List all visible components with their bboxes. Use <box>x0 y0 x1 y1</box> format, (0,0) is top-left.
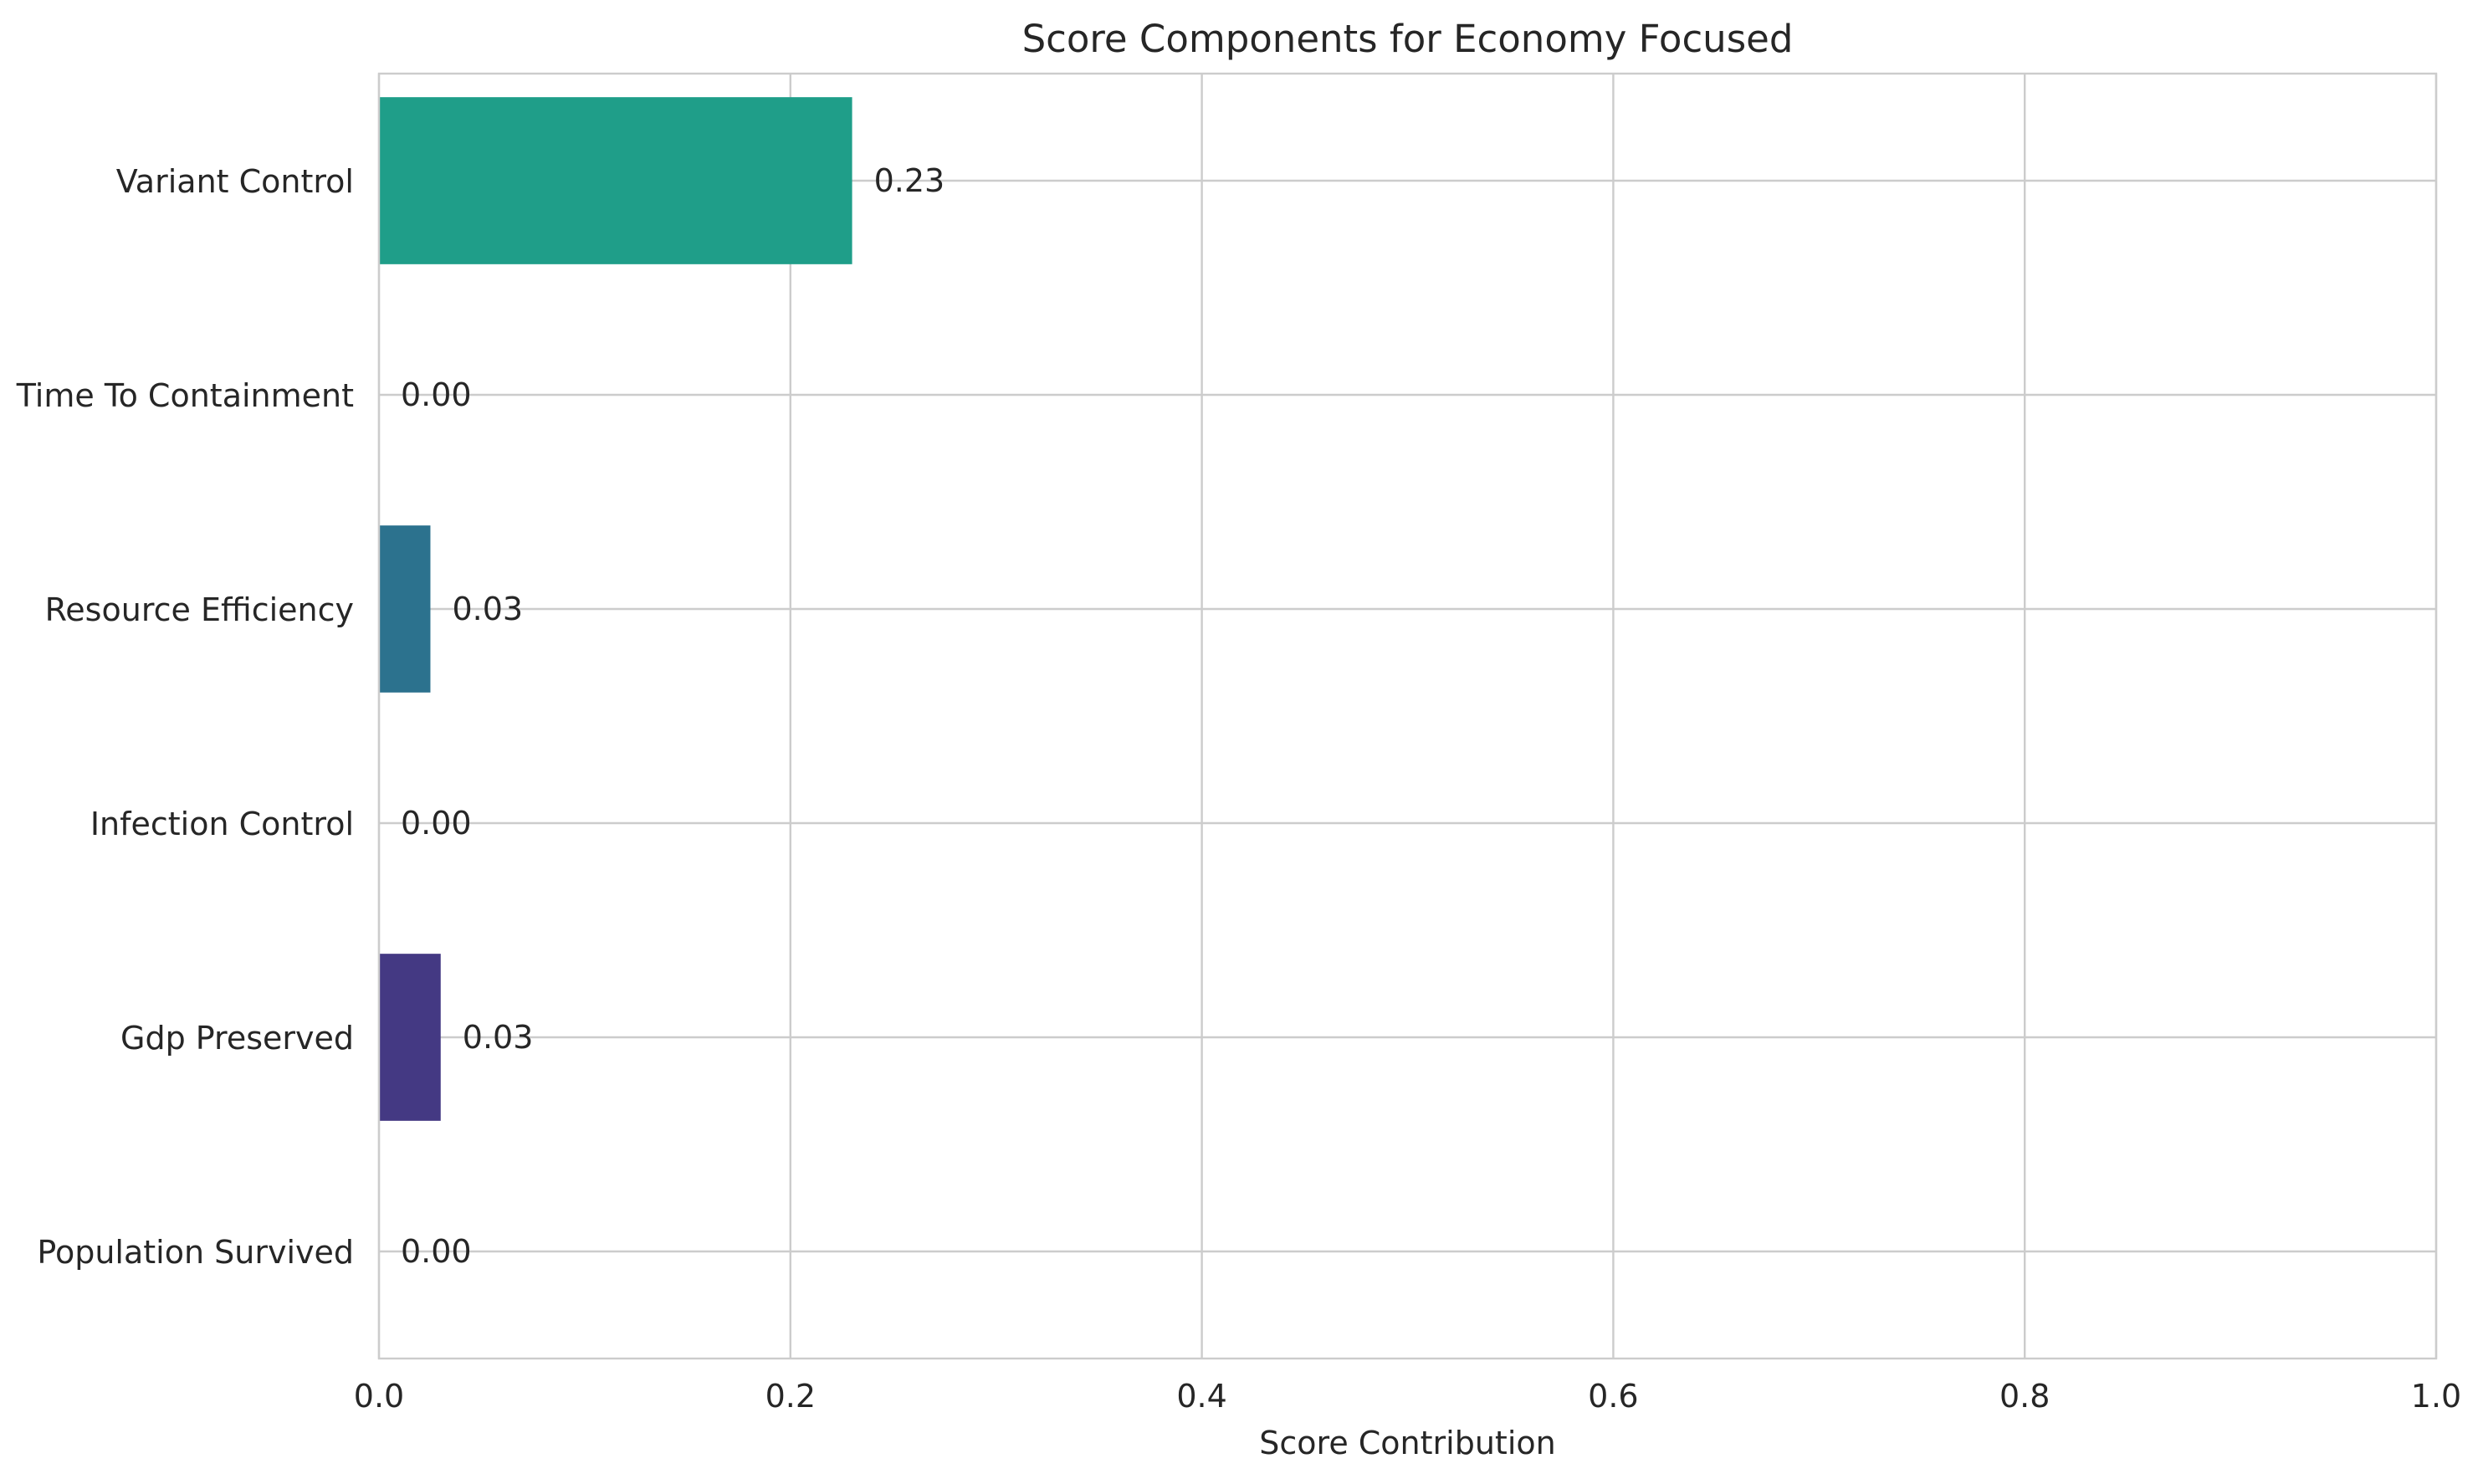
x-tick-label: 0.2 <box>765 1378 816 1415</box>
x-tick-label: 0.0 <box>354 1378 404 1415</box>
value-labels: 0.00 0.03 0.00 0.03 0.00 0.23 <box>401 162 945 1270</box>
x-tick-labels: 0.0 0.2 0.4 0.6 0.8 1.0 <box>354 1378 2461 1415</box>
plot-border <box>377 72 2438 1360</box>
x-tick-label: 0.6 <box>1588 1378 1638 1415</box>
plot-frame <box>377 72 2438 1360</box>
bar-value-label: 0.03 <box>452 591 523 627</box>
x-tick-label: 1.0 <box>2411 1378 2461 1415</box>
y-category-label: Variant Control <box>116 163 354 200</box>
x-tick-label: 0.8 <box>1999 1378 2050 1415</box>
y-category-label: Infection Control <box>90 806 354 842</box>
y-category-labels: Population Survived Gdp Preserved Infectio… <box>16 163 354 1271</box>
bar-value-label: 0.03 <box>463 1019 534 1056</box>
x-axis-title: Score Contribution <box>1259 1425 1555 1461</box>
bar-value-label: 0.00 <box>401 805 472 842</box>
x-tick-label: 0.4 <box>1176 1378 1226 1415</box>
plot-background <box>379 74 2436 1359</box>
bar-value-label: 0.23 <box>874 162 945 199</box>
bar-value-label: 0.00 <box>401 1233 472 1270</box>
y-category-label: Gdp Preserved <box>120 1020 354 1057</box>
y-category-label: Resource Efficiency <box>45 591 354 628</box>
chart-title: Score Components for Economy Focused <box>1022 17 1794 61</box>
bar-variant-control <box>379 97 852 264</box>
bar-value-label: 0.00 <box>401 376 472 413</box>
y-category-label: Time To Containment <box>16 377 354 414</box>
bar-gdp-preserved <box>379 954 441 1121</box>
bars <box>379 97 852 1121</box>
y-category-label: Population Survived <box>37 1234 354 1271</box>
bar-resource-efficiency <box>379 525 431 693</box>
